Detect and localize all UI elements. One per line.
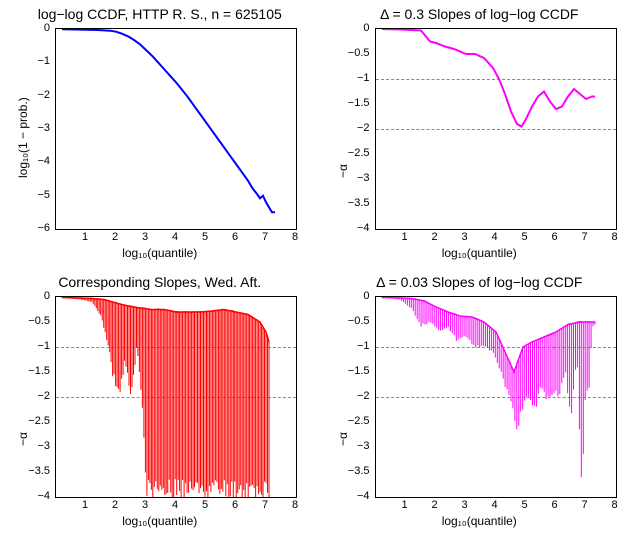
chart-title: Corresponding Slopes, Wed. Aft. (0, 274, 320, 290)
data-series-noisy (62, 297, 269, 497)
y-tick: 0 (325, 290, 370, 302)
x-tick: 6 (551, 499, 557, 511)
y-axis-label: −α (336, 432, 350, 446)
x-tick: 1 (401, 499, 407, 511)
y-tick: −2 (325, 390, 370, 402)
x-tick: 7 (581, 499, 587, 511)
x-axis-label: log₁₀(quantile) (320, 246, 639, 260)
y-tick: −2 (325, 122, 370, 134)
y-tick: −1 (5, 340, 50, 352)
x-tick: 5 (202, 231, 208, 243)
chart-svg (376, 29, 616, 229)
x-tick: 3 (461, 231, 467, 243)
x-tick: 1 (82, 231, 88, 243)
x-tick: 2 (431, 231, 437, 243)
y-tick: −3.5 (5, 465, 50, 477)
x-tick: 2 (112, 499, 118, 511)
x-tick: 4 (172, 231, 178, 243)
data-series (62, 29, 275, 212)
x-tick: 6 (551, 231, 557, 243)
y-axis-label: log₁₀(1 − prob.) (16, 97, 30, 178)
y-axis-label: −α (16, 432, 30, 446)
x-tick: 5 (202, 499, 208, 511)
x-tick: 7 (262, 231, 268, 243)
y-tick: −2.5 (5, 415, 50, 427)
y-tick: 0 (5, 290, 50, 302)
x-tick: 5 (521, 231, 527, 243)
x-tick: 1 (82, 499, 88, 511)
x-tick: 1 (401, 231, 407, 243)
data-series-noisy (382, 297, 595, 477)
y-tick: −4 (325, 490, 370, 502)
panel-bottom-left: Corresponding Slopes, Wed. Aft. 1 2 3 4 5 6 7 8 −… (0, 268, 320, 536)
y-tick: −1.5 (325, 365, 370, 377)
chart-svg (376, 297, 616, 497)
x-tick: 7 (262, 499, 268, 511)
y-tick: −1 (325, 72, 370, 84)
y-tick: −4 (325, 222, 370, 234)
chart-title: Δ = 0.03 Slopes of log−log CCDF (320, 274, 639, 290)
x-tick: 3 (461, 499, 467, 511)
panel-bottom-right: Δ = 0.03 Slopes of log−log CCDF 1 2 3 4 5 6 7 8 −… (320, 268, 639, 536)
y-tick: 0 (325, 22, 370, 34)
y-tick: −1.5 (5, 365, 50, 377)
x-tick: 8 (611, 231, 617, 243)
x-tick: 7 (581, 231, 587, 243)
chart-title: Δ = 0.3 Slopes of log−log CCDF (320, 6, 639, 22)
chart-grid: log−log CCDF, HTTP R. S., n = 625105 1 2 3 4… (0, 0, 639, 536)
y-tick: −2.5 (325, 415, 370, 427)
x-tick: 6 (232, 231, 238, 243)
data-series (382, 29, 595, 127)
y-tick: −6 (5, 222, 50, 234)
y-tick: −0.5 (325, 315, 370, 327)
y-tick: −1 (325, 340, 370, 352)
x-tick: 4 (172, 499, 178, 511)
x-tick: 2 (112, 231, 118, 243)
x-axis-label: log₁₀(quantile) (0, 246, 320, 260)
plot-area (375, 296, 617, 498)
chart-svg (56, 29, 296, 229)
y-tick: −0.5 (325, 47, 370, 59)
panel-top-right: Δ = 0.3 Slopes of log−log CCDF 1 2 3 4 5 6 7 8 −4… (320, 0, 639, 268)
y-tick: −3.5 (325, 465, 370, 477)
x-tick: 5 (521, 499, 527, 511)
y-axis-label: −α (336, 164, 350, 178)
plot-area (55, 28, 297, 230)
x-tick: 2 (431, 499, 437, 511)
y-tick: −4 (5, 490, 50, 502)
y-tick: −2.5 (325, 147, 370, 159)
x-axis-label: log₁₀(quantile) (320, 514, 639, 528)
data-series-envelope (382, 298, 595, 373)
x-axis-label: log₁₀(quantile) (0, 514, 320, 528)
chart-title: log−log CCDF, HTTP R. S., n = 625105 (0, 6, 320, 22)
plot-area (375, 28, 617, 230)
x-tick: 3 (142, 499, 148, 511)
x-tick: 8 (292, 499, 298, 511)
x-tick: 4 (491, 231, 497, 243)
x-tick: 3 (142, 231, 148, 243)
y-tick: −3.5 (325, 197, 370, 209)
chart-svg (56, 297, 296, 497)
y-tick: −0.5 (5, 315, 50, 327)
x-tick: 8 (292, 231, 298, 243)
x-tick: 6 (232, 499, 238, 511)
x-tick: 4 (491, 499, 497, 511)
y-tick: −1.5 (325, 97, 370, 109)
panel-top-left: log−log CCDF, HTTP R. S., n = 625105 1 2 3 4… (0, 0, 320, 268)
x-tick: 8 (611, 499, 617, 511)
y-tick: −2 (5, 390, 50, 402)
y-tick: −1 (5, 55, 50, 67)
plot-area (55, 296, 297, 498)
y-tick: −5 (5, 189, 50, 201)
y-tick: 0 (5, 22, 50, 34)
